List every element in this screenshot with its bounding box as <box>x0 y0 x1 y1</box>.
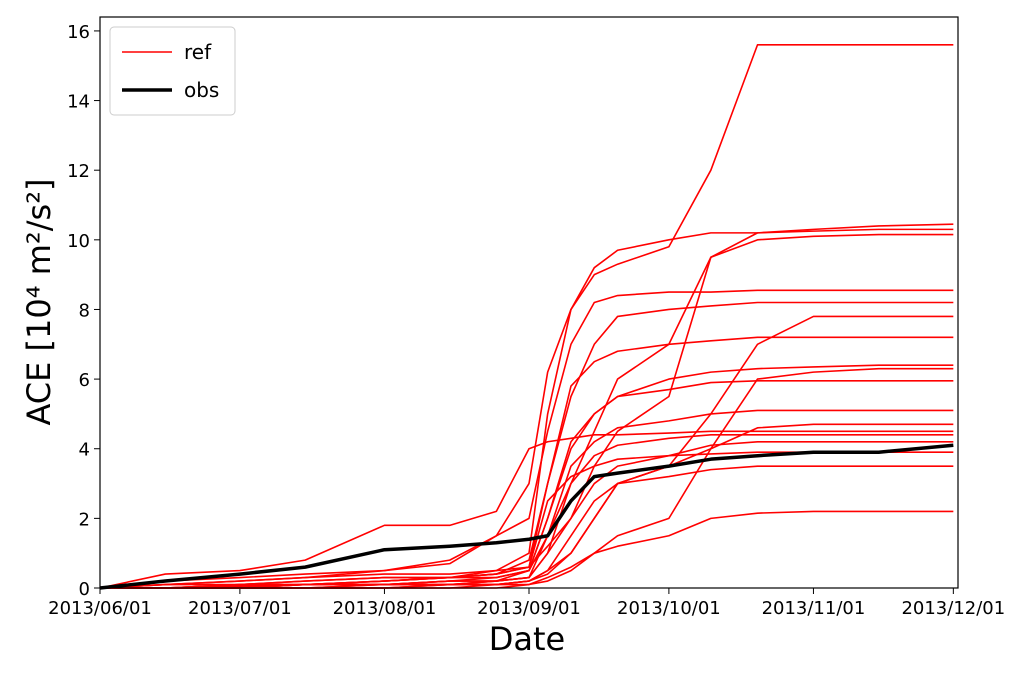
x-axis-label: Date <box>489 620 565 658</box>
x-tick-label: 2013/09/01 <box>477 598 581 619</box>
series-line <box>100 465 954 589</box>
series-line <box>99 451 954 589</box>
y-axis-label: ACE [10⁴ m²/s²] <box>20 178 58 425</box>
series-line <box>100 233 954 589</box>
series-line <box>100 228 954 589</box>
y-tick-label: 0 <box>79 579 90 600</box>
y-tick-label: 2 <box>79 509 90 530</box>
series-line <box>99 443 954 590</box>
x-tick-label: 2013/12/01 <box>901 598 1005 619</box>
y-tick-label: 4 <box>79 440 90 461</box>
series-line <box>100 223 954 589</box>
x-tick-label: 2013/06/01 <box>48 598 152 619</box>
legend-box <box>109 26 236 116</box>
series-line <box>100 336 954 589</box>
y-tick-label: 16 <box>67 22 90 43</box>
series-line <box>100 380 954 589</box>
series-line <box>99 430 954 589</box>
y-tick-label: 8 <box>79 300 90 321</box>
x-tick-label: 2013/07/01 <box>188 598 292 619</box>
series-line <box>99 440 954 589</box>
series-line <box>100 423 954 589</box>
x-tick-label: 2013/10/01 <box>617 598 721 619</box>
legend-label: obs <box>184 78 219 102</box>
y-tick-label: 12 <box>67 161 90 182</box>
x-tick-label: 2013/11/01 <box>762 598 866 619</box>
y-tick-label: 6 <box>79 370 90 391</box>
series-line <box>100 301 954 589</box>
legend-label: ref <box>184 40 212 64</box>
plot-frame <box>99 16 959 589</box>
x-tick-label: 2013/08/01 <box>333 598 437 619</box>
series-line <box>99 289 954 589</box>
y-tick-label: 10 <box>67 231 90 252</box>
y-tick-label: 14 <box>67 92 90 113</box>
